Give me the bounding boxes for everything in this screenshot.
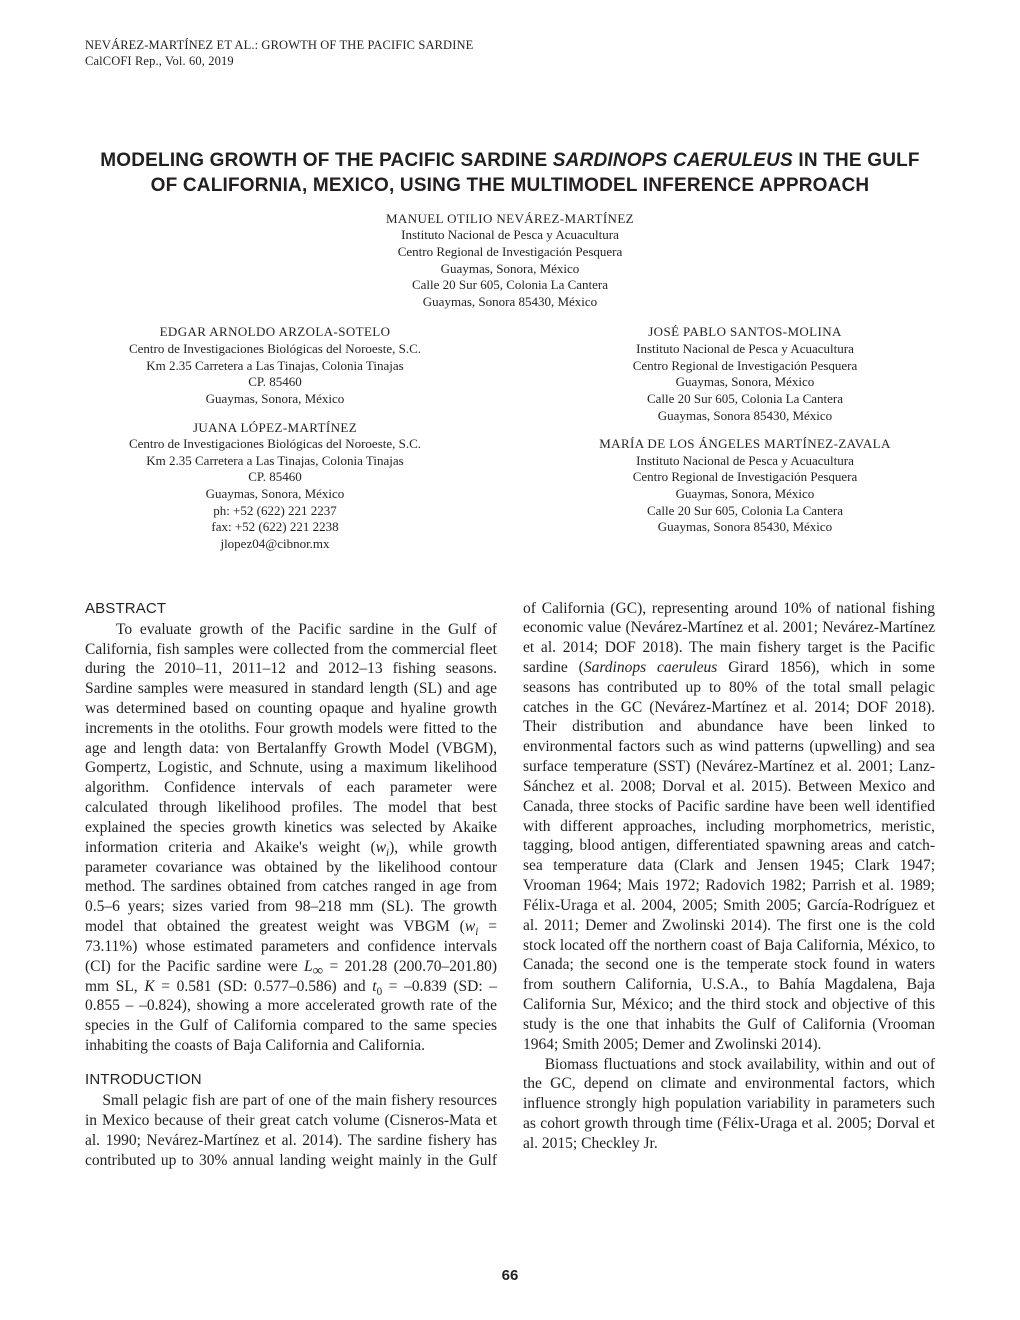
title-scientific-name: SARDINOPS CAERULEUS [553,150,793,171]
intro-text: Biomass fluctuations and stock availabil… [523,1056,935,1152]
author-block: JOSÉ PABLO SANTOS-MOLINA Instituto Nacio… [555,324,935,424]
author-affil: Centro Regional de Investigación Pesquer… [555,358,935,375]
author-column-right: JOSÉ PABLO SANTOS-MOLINA Instituto Nacio… [555,324,935,564]
lead-author-affil-3: Calle 20 Sur 605, Colonia La Cantera [85,277,935,294]
author-affil: Guaymas, Sonora, México [85,486,465,503]
author-affil: Guaymas, Sonora, México [85,391,465,408]
author-affil: Centro Regional de Investigación Pesquer… [555,469,935,486]
author-name: JUANA LÓPEZ-MARTÍNEZ [85,420,465,437]
page: NEVÁREZ-MARTÍNEZ ET AL.: GROWTH OF THE P… [0,0,1020,1210]
lead-author-affil-2: Guaymas, Sonora, México [85,261,935,278]
running-head-line2: CalCOFI Rep., Vol. 60, 2019 [85,54,935,70]
author-affil: Calle 20 Sur 605, Colonia La Cantera [555,391,935,408]
author-affil: fax: +52 (622) 221 2238 [85,519,465,536]
intro-paragraph-2: Biomass fluctuations and stock availabil… [523,1055,935,1154]
page-number: 66 [0,1267,1020,1284]
author-affil: CP. 85460 [85,469,465,486]
author-name: EDGAR ARNOLDO ARZOLA-SOTELO [85,324,465,341]
abstract-heading: ABSTRACT [85,599,497,618]
lead-author-name: MANUEL OTILIO NEVÁREZ-MARTÍNEZ [85,211,935,228]
author-affil: Guaymas, Sonora, México [555,486,935,503]
author-affil: Km 2.35 Carretera a Las Tinajas, Colonia… [85,453,465,470]
author-affil: Km 2.35 Carretera a Las Tinajas, Colonia… [85,358,465,375]
author-affil: Centro de Investigaciones Biológicas del… [85,341,465,358]
body-columns: ABSTRACT To evaluate growth of the Pacif… [85,599,935,1171]
introduction-heading: INTRODUCTION [85,1070,497,1089]
lead-author-affil-4: Guaymas, Sonora 85430, México [85,294,935,311]
author-email: jlopez04@cibnor.mx [85,536,465,553]
author-affil: Guaymas, Sonora 85430, México [555,408,935,425]
author-affil: Centro de Investigaciones Biológicas del… [85,436,465,453]
intro-text: Girard 1856), which in some seasons has … [523,659,935,1053]
author-column-left: EDGAR ARNOLDO ARZOLA-SOTELO Centro de In… [85,324,465,564]
article-title: MODELING GROWTH OF THE PACIFIC SARDINE S… [85,149,935,198]
lead-author-block: MANUEL OTILIO NEVÁREZ-MARTÍNEZ Instituto… [85,211,935,311]
symbol-wi: w [376,839,386,856]
author-affil: Guaymas, Sonora 85430, México [555,519,935,536]
running-head: NEVÁREZ-MARTÍNEZ ET AL.: GROWTH OF THE P… [85,38,935,69]
author-block: EDGAR ARNOLDO ARZOLA-SOTELO Centro de In… [85,324,465,407]
lead-author-affil-0: Instituto Nacional de Pesca y Acuacultur… [85,227,935,244]
abstract-text: To evaluate growth of the Pacific sardin… [85,621,497,856]
abstract-text: = 0.581 (SD: 0.577–0.586) and [155,978,373,995]
author-name: MARÍA DE LOS ÁNGELES MARTÍNEZ-ZAVALA [555,436,935,453]
scientific-name: Sardinops caeruleus [584,659,717,676]
symbol-linf: L [304,958,313,975]
author-columns: EDGAR ARNOLDO ARZOLA-SOTELO Centro de In… [85,324,935,564]
lead-author-affil-1: Centro Regional de Investigación Pesquer… [85,244,935,261]
author-affil: ph: +52 (622) 221 2237 [85,503,465,520]
running-head-line1: NEVÁREZ-MARTÍNEZ ET AL.: GROWTH OF THE P… [85,38,935,54]
title-pre: MODELING GROWTH OF THE PACIFIC SARDINE [100,150,553,171]
symbol-linf-sub: ∞ [313,963,324,979]
symbol-k: K [144,978,154,995]
symbol-wi: w [465,918,475,935]
author-name: JOSÉ PABLO SANTOS-MOLINA [555,324,935,341]
author-affil: CP. 85460 [85,374,465,391]
author-affil: Calle 20 Sur 605, Colonia La Cantera [555,503,935,520]
author-block: MARÍA DE LOS ÁNGELES MARTÍNEZ-ZAVALA Ins… [555,436,935,536]
author-affil: Instituto Nacional de Pesca y Acuacultur… [555,453,935,470]
author-affil: Guaymas, Sonora, México [555,374,935,391]
author-affil: Instituto Nacional de Pesca y Acuacultur… [555,341,935,358]
author-block: JUANA LÓPEZ-MARTÍNEZ Centro de Investiga… [85,420,465,553]
abstract-paragraph: To evaluate growth of the Pacific sardin… [85,620,497,1056]
